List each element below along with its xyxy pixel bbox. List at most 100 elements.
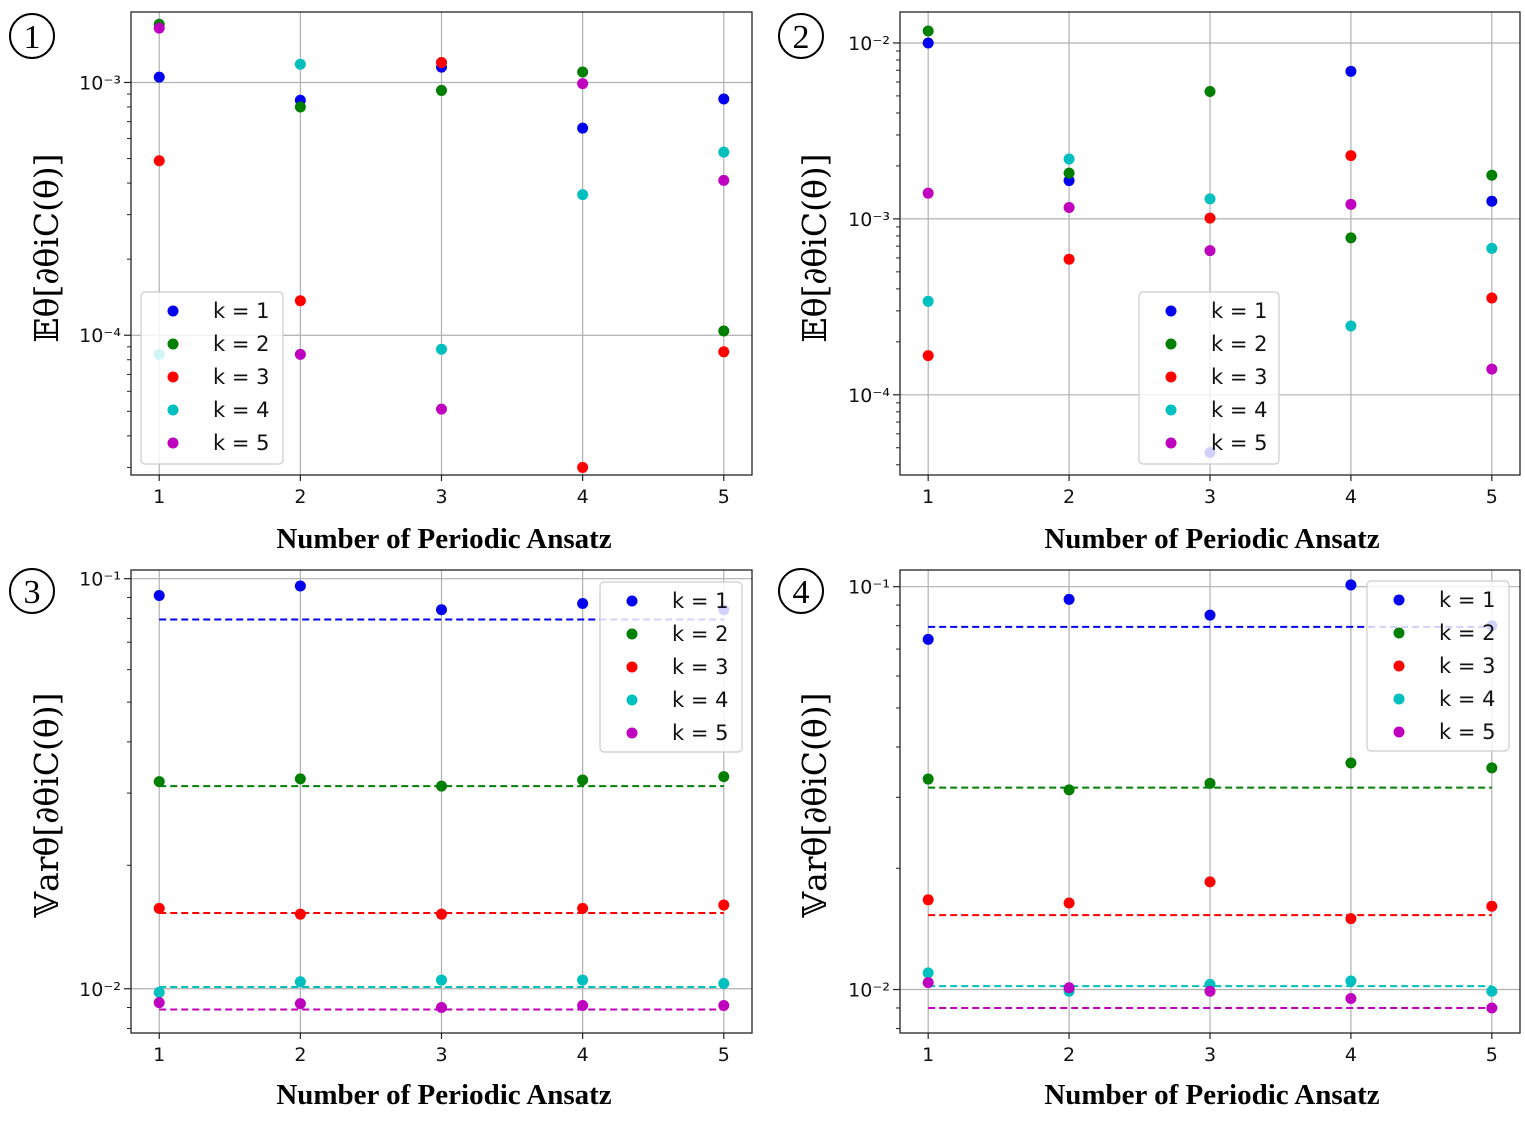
x-tick-label: 2	[294, 486, 306, 508]
data-point	[1063, 167, 1075, 179]
data-point	[922, 350, 934, 362]
y-tick-label: 10⁻²	[79, 979, 121, 1001]
y-tick-label: 10⁻⁴	[79, 325, 121, 347]
data-point	[436, 1002, 447, 1014]
data-point	[436, 604, 447, 616]
data-point	[1345, 913, 1357, 925]
panel-number-circle	[778, 568, 824, 614]
legend-marker	[1165, 305, 1177, 317]
data-point	[922, 187, 934, 199]
data-point	[577, 774, 589, 786]
data-point	[153, 71, 165, 83]
x-tick-label: 4	[577, 1044, 589, 1066]
data-point	[922, 967, 934, 979]
data-point	[922, 894, 934, 906]
x-tick-label: 3	[1204, 1044, 1216, 1066]
legend-marker	[1393, 726, 1405, 738]
data-point	[1204, 245, 1216, 257]
chart-panel-3: 1 2 3 4 5 10⁻² 10⁻¹ k = 1 k = 2 k = 3 k = 4 k = 5 Nu…	[9, 568, 753, 1111]
data-point	[294, 773, 306, 785]
x-tick-label: 5	[1486, 1044, 1498, 1066]
x-axis-label: Number of Periodic Ansatz	[1044, 1079, 1379, 1111]
legend-marker	[167, 371, 179, 383]
legend-entry: k = 1	[213, 299, 269, 323]
legend-marker	[1393, 627, 1405, 639]
y-tick-label: 10⁻³	[848, 209, 890, 231]
x-axis-label: Number of Periodic Ansatz	[276, 1079, 611, 1111]
data-point	[1486, 985, 1498, 997]
data-point	[922, 773, 934, 785]
legend-box	[140, 291, 284, 465]
x-tick-label: 2	[294, 1044, 306, 1066]
legend: k = 1 k = 2 k = 3 k = 4 k = 5	[599, 581, 743, 753]
legend-entry: k = 4	[672, 688, 728, 712]
data-point	[922, 633, 934, 645]
legend-marker	[1393, 660, 1405, 672]
data-point	[922, 977, 934, 989]
panel-number-circle	[9, 13, 55, 59]
x-tick-label: 2	[1063, 1044, 1075, 1066]
data-point	[294, 295, 306, 307]
legend-marker	[626, 628, 638, 640]
x-tick-label: 1	[153, 1044, 165, 1066]
data-point	[436, 403, 447, 415]
data-point	[1063, 593, 1075, 605]
x-tick-label: 5	[718, 1044, 730, 1066]
data-point	[1204, 777, 1216, 789]
data-point	[436, 84, 447, 96]
x-axis-label: Number of Periodic Ansatz	[276, 523, 611, 555]
data-point	[718, 346, 730, 358]
legend-entry: k = 4	[1211, 398, 1267, 422]
legend-marker	[626, 595, 638, 607]
data-point	[718, 771, 730, 783]
panel-number-circle	[778, 13, 824, 59]
data-point	[1204, 609, 1216, 621]
data-point	[294, 998, 306, 1010]
legend-marker	[626, 661, 638, 673]
data-point	[1345, 993, 1357, 1005]
legend: k = 1 k = 2 k = 3 k = 4 k = 5	[1366, 580, 1510, 752]
data-point	[294, 348, 306, 360]
legend-entry: k = 1	[672, 589, 728, 613]
legend-entry: k = 3	[213, 365, 269, 389]
legend-marker	[167, 404, 179, 416]
data-point	[718, 93, 730, 105]
legend-marker	[167, 437, 179, 449]
y-axis-label: 𝔼θ[∂θiC(θ)]	[795, 153, 834, 342]
data-point	[1345, 232, 1357, 244]
legend-entry: k = 3	[1211, 365, 1267, 389]
data-point	[153, 986, 165, 998]
data-point	[1204, 193, 1216, 205]
legend-entry: k = 3	[672, 655, 728, 679]
data-point	[1063, 253, 1075, 265]
legend: k = 1 k = 2 k = 3 k = 4 k = 5	[140, 291, 284, 465]
data-point	[577, 974, 589, 986]
legend-marker	[1165, 437, 1177, 449]
legend-marker	[1393, 693, 1405, 705]
x-tick-label: 3	[1204, 486, 1216, 508]
data-point	[153, 776, 165, 788]
data-point	[718, 977, 730, 989]
panel-number-circle	[9, 568, 55, 614]
y-tick-label: 10⁻¹	[79, 569, 121, 591]
data-point	[1486, 900, 1498, 912]
x-tick-label: 4	[1345, 1044, 1357, 1066]
panel-number-badge: 2	[778, 13, 824, 59]
data-point	[718, 146, 730, 158]
data-point	[153, 997, 165, 1009]
data-point	[1486, 195, 1498, 207]
data-point	[436, 974, 447, 986]
data-point	[294, 908, 306, 920]
legend-entry: k = 2	[1439, 621, 1495, 645]
x-tick-label: 4	[1345, 486, 1357, 508]
data-point	[1063, 784, 1075, 796]
data-point	[153, 902, 165, 914]
legend-box	[599, 581, 743, 753]
panel-number-badge: 3	[9, 568, 55, 614]
legend-entry: k = 1	[1439, 588, 1495, 612]
data-point	[577, 78, 589, 90]
legend-entry: k = 2	[213, 332, 269, 356]
chart-panel-1: 1 2 3 4 5 10⁻⁴ 10⁻³ k = 1 k = 2 k = 3 k = 4 k = 5 Nu…	[9, 11, 753, 555]
chart-panel-2: 1 2 3 4 510⁻⁴10⁻³10⁻²k = 1k = 2k = 3k = 4k =…	[778, 11, 1521, 555]
panel-number: 2	[793, 19, 810, 56]
